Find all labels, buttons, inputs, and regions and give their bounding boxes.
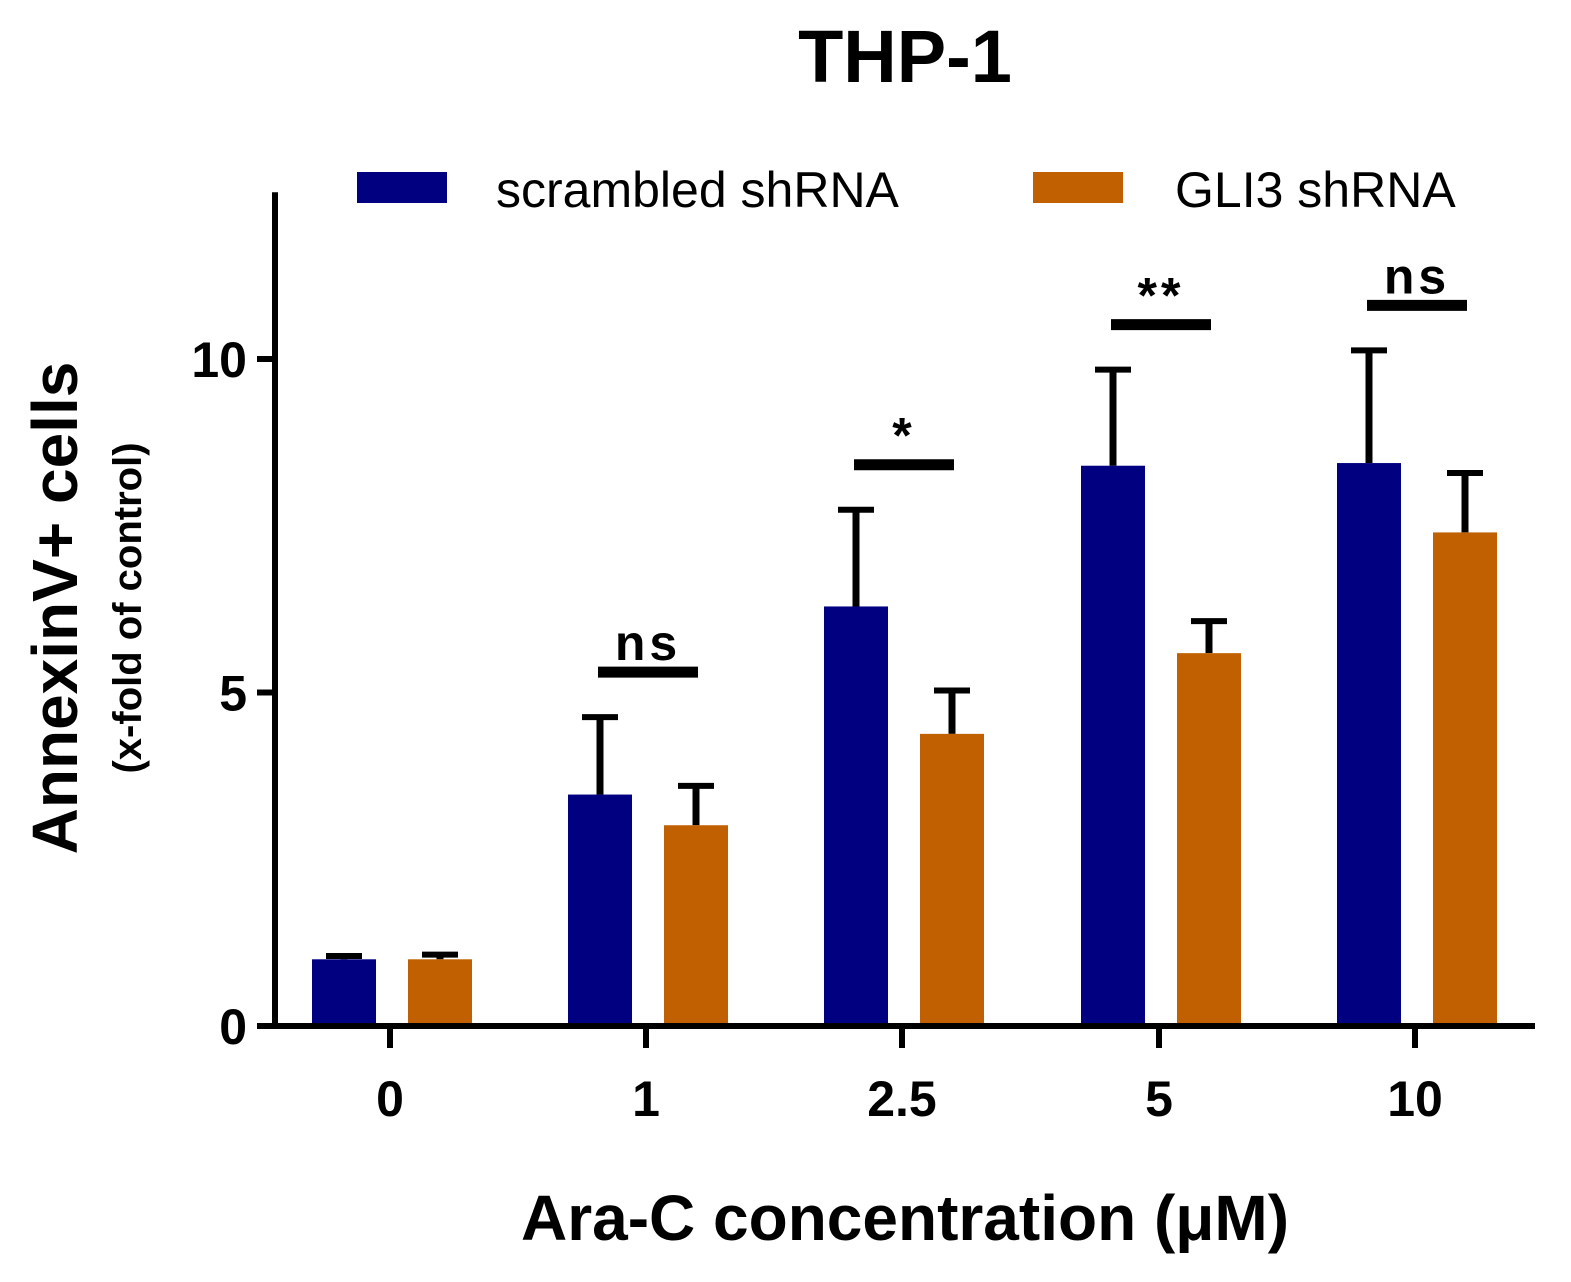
x-tick-label-10: 10 <box>1387 1071 1443 1127</box>
x-tick-label-1: 1 <box>632 1071 660 1127</box>
legend: scrambled shRNA GLI3 shRNA <box>357 162 1456 218</box>
bar-scrambled-5 <box>1081 465 1145 1027</box>
bar-gli3-0 <box>408 959 472 1026</box>
significance-label-5: ** <box>1138 268 1185 324</box>
x-tick-label-2_5: 2.5 <box>867 1071 937 1127</box>
y-tick-label-0: 0 <box>219 999 247 1055</box>
chart-title: THP-1 <box>798 15 1012 98</box>
y-tick-label-5: 5 <box>219 666 247 722</box>
significance-label-1: ns <box>615 615 681 671</box>
bar-scrambled-10 <box>1337 463 1401 1026</box>
significance-label-2_5: * <box>892 408 915 464</box>
y-axis-title: AnnexinV+ cells (x-fold of control) <box>19 362 150 855</box>
y-axis-label: AnnexinV+ cells <box>19 362 91 855</box>
significance-label-10: ns <box>1384 248 1450 304</box>
bar-gli3-5 <box>1177 653 1241 1026</box>
y-axis-sublabel: (x-fold of control) <box>106 442 150 773</box>
legend-label-gli3: GLI3 shRNA <box>1175 162 1456 218</box>
bar-scrambled-0 <box>312 959 376 1026</box>
bar-scrambled-1 <box>568 794 632 1026</box>
y-tick-label-10: 10 <box>191 332 247 388</box>
legend-swatch-scrambled <box>357 172 447 203</box>
bar-gli3-2_5 <box>920 733 984 1026</box>
legend-swatch-gli3 <box>1033 172 1123 203</box>
legend-label-scrambled: scrambled shRNA <box>496 162 900 218</box>
bar-gli3-1 <box>664 825 728 1026</box>
x-tick-label-5: 5 <box>1145 1071 1173 1127</box>
x-axis-label: Ara-C concentration (μM) <box>521 1182 1289 1254</box>
bar-scrambled-2_5 <box>824 606 888 1026</box>
x-tick-label-0: 0 <box>376 1071 404 1127</box>
bar-gli3-10 <box>1433 532 1497 1026</box>
